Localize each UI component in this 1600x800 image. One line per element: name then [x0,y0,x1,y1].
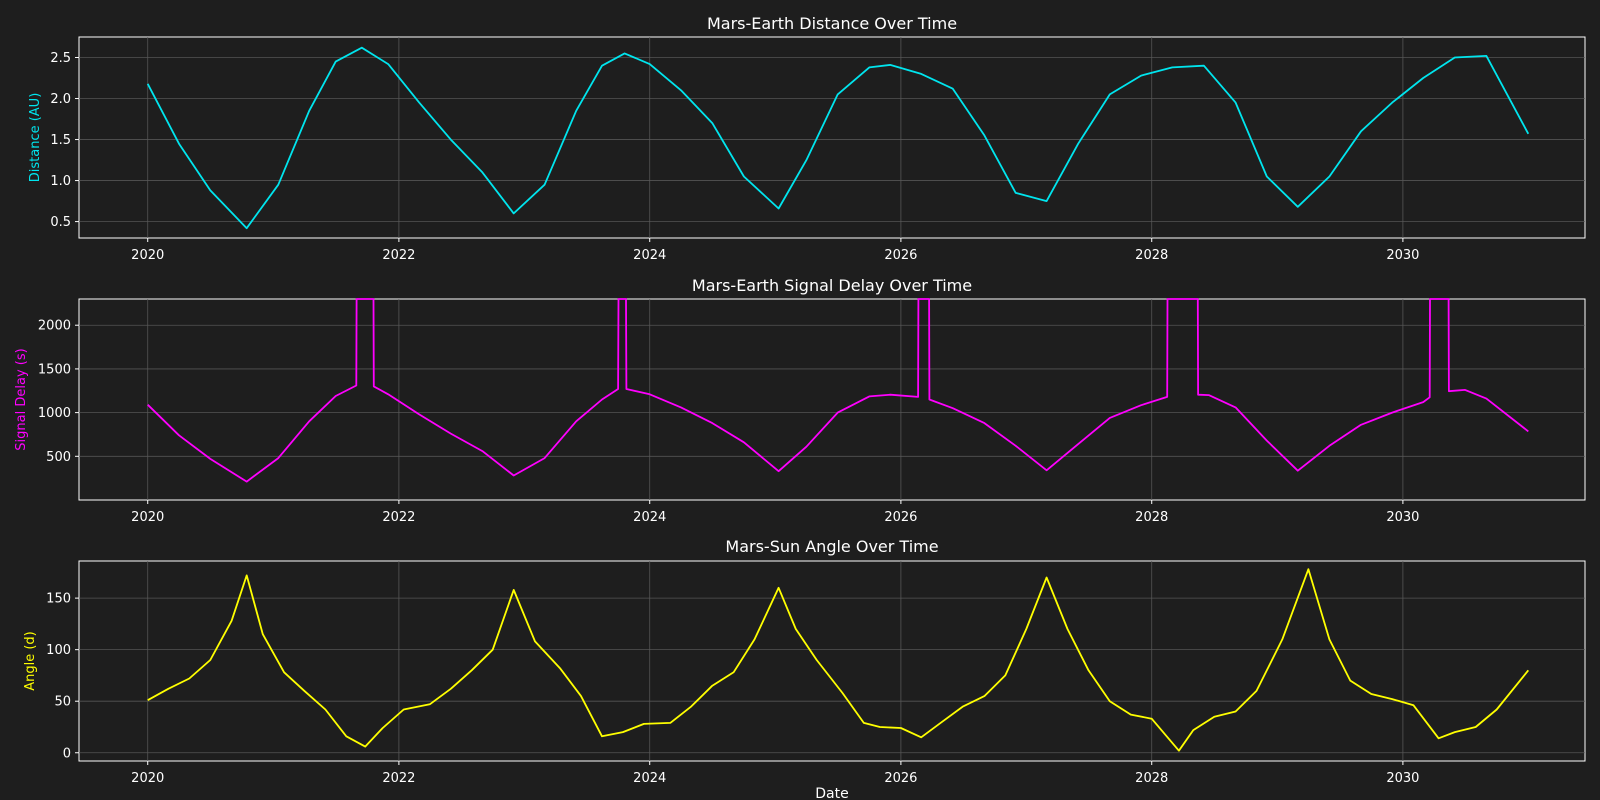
sun-angle-y-tick-label: 50 [54,695,71,710]
signal-delay-y-tick-label: 1000 [38,406,71,421]
distance-y-axis-label: Distance (AU) [28,93,43,183]
signal-delay-x-tick-label: 2020 [131,510,164,525]
sun-angle-y-tick-label: 100 [46,643,71,658]
signal-delay-series-line [147,298,1529,483]
sun-angle-y-tick-label: 150 [46,592,71,607]
signal-delay-x-tick-label: 2022 [382,510,415,525]
sun-angle-x-tick-label: 2022 [382,771,415,786]
signal-delay-ticks: 2020 2022 2024 2026 2028 2030 500 1000 1500 2000 [38,319,1420,525]
distance-y-tick-label: 2.0 [50,92,71,107]
sun-angle-x-tick-label: 2024 [633,771,666,786]
sun-angle-y-tick-label: 0 [63,746,71,761]
distance-series-line [146,46,1530,230]
sun-angle-subplot: 2020 2022 2024 2026 2028 2030 0 50 100 150 Mars-S… [23,537,1586,786]
signal-delay-gridlines [79,299,1585,500]
signal-delay-x-tick-label: 2030 [1386,510,1419,525]
signal-delay-x-tick-label: 2024 [633,510,666,525]
distance-y-tick-label: 0.5 [50,215,71,230]
sun-angle-x-tick-label: 2026 [884,771,917,786]
sun-angle-ticks: 2020 2022 2024 2026 2028 2030 0 50 100 150 [46,592,1419,786]
signal-delay-y-tick-label: 1500 [38,362,71,377]
distance-x-tick-label: 2022 [382,248,415,263]
distance-x-tick-label: 2028 [1135,248,1168,263]
distance-ticks: 2020 2022 2024 2026 2028 2030 0.5 1.0 1.5 2.0 2.5 [50,51,1419,263]
distance-chart-title: Mars-Earth Distance Over Time [707,14,957,33]
distance-gridlines [79,37,1585,238]
distance-x-tick-label: 2030 [1386,248,1419,263]
distance-y-tick-label: 1.5 [50,133,71,148]
signal-delay-x-tick-label: 2028 [1135,510,1168,525]
sun-angle-series-line [147,568,1530,752]
x-axis-label: Date [815,786,848,800]
sun-angle-x-tick-label: 2030 [1386,771,1419,786]
distance-y-tick-label: 2.5 [50,51,71,66]
signal-delay-axes-frame [78,298,1586,501]
signal-delay-y-tick-label: 2000 [38,319,71,334]
distance-y-tick-label: 1.0 [50,174,71,189]
sun-angle-y-axis-label: Angle (d) [23,631,38,691]
distance-x-tick-label: 2024 [633,248,666,263]
distance-x-tick-label: 2026 [884,248,917,263]
sun-angle-axes-frame [78,560,1586,762]
signal-delay-y-tick-label: 500 [46,450,71,465]
sun-angle-x-tick-label: 2028 [1135,771,1168,786]
signal-delay-subplot: 2020 2022 2024 2026 2028 2030500100015002000 … [14,276,1586,525]
signal-delay-chart-title: Mars-Earth Signal Delay Over Time [692,276,972,295]
signal-delay-y-axis-label: Signal Delay (s) [14,348,29,450]
distance-x-tick-label: 2020 [131,248,164,263]
sun-angle-x-tick-label: 2020 [131,771,164,786]
sun-angle-chart-title: Mars-Sun Angle Over Time [725,537,938,556]
distance-subplot: 2020 2022 2024 2026 2028 20300.51.01.52.02.5 … [28,14,1586,263]
signal-delay-x-tick-label: 2026 [884,510,917,525]
distance-axes-frame [78,36,1586,239]
